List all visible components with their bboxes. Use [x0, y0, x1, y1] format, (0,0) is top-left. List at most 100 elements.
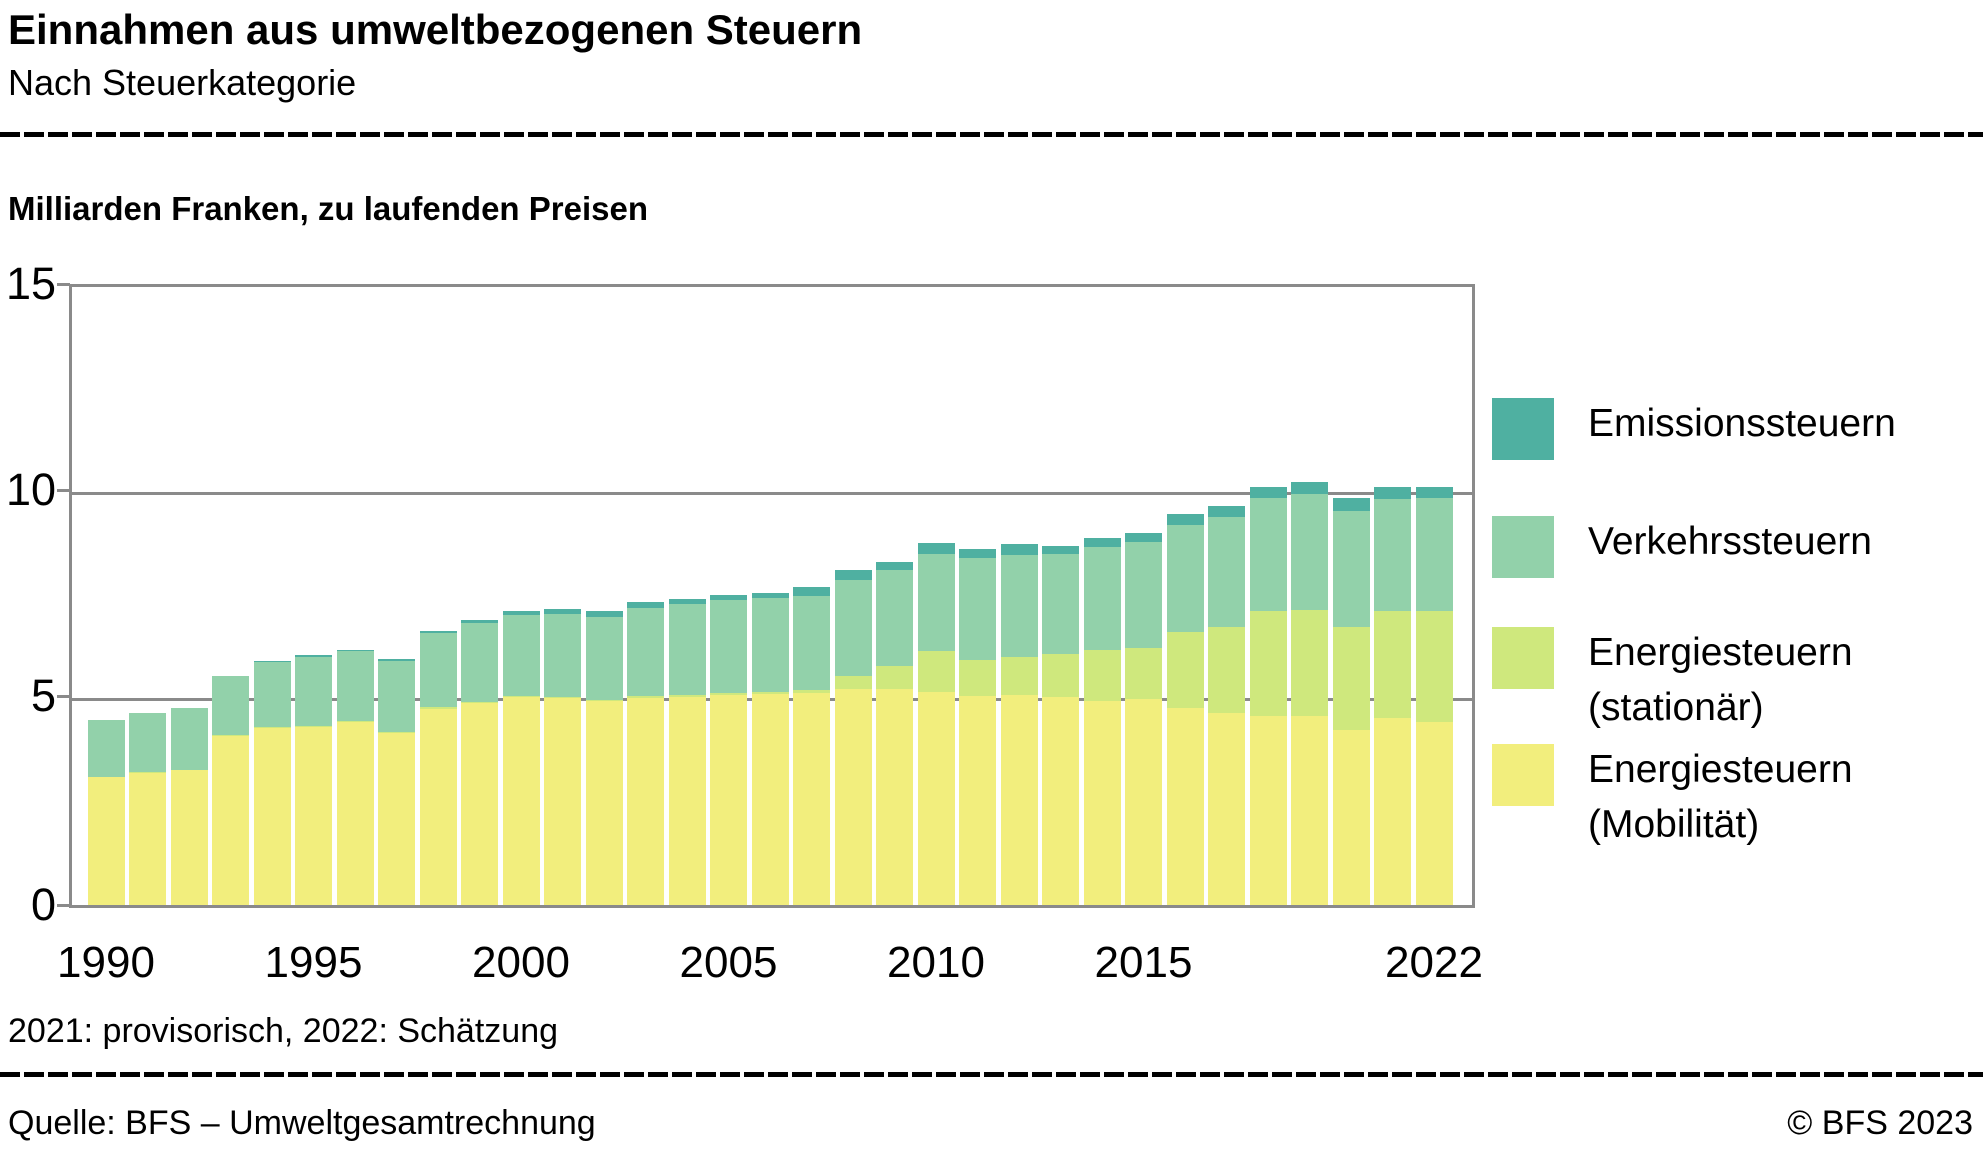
- source-text: Quelle: BFS – Umweltgesamtrechnung: [8, 1104, 596, 1142]
- segment-energiesteuern-mobilit-t: [751, 694, 789, 905]
- segment-verkehrssteuern: [1166, 524, 1204, 632]
- chart-plot-area: [69, 284, 1475, 908]
- segment-energiesteuern-mobilit-t: [170, 770, 208, 905]
- segment-verkehrssteuern: [502, 615, 540, 696]
- bar-1993: [212, 676, 249, 905]
- segment-energiesteuern-mobilit-t: [959, 695, 996, 905]
- segment-energiesteuern-mobilit-t: [668, 696, 706, 905]
- segment-verkehrssteuern: [627, 607, 664, 697]
- bar-2008: [834, 569, 872, 905]
- segment-energiesteuern-station-r: [336, 720, 374, 722]
- segment-energiesteuern-mobilit-t: [295, 726, 332, 905]
- segment-energiesteuern-mobilit-t: [1291, 715, 1328, 905]
- segment-verkehrssteuern: [378, 660, 415, 733]
- bar-1996: [336, 649, 374, 905]
- segment-emissionssteuern: [378, 659, 415, 661]
- page-title: Einnahmen aus umweltbezogenen Steuern: [8, 6, 863, 53]
- y-axis-label-15: 15: [5, 258, 56, 309]
- segment-verkehrssteuern: [295, 656, 332, 726]
- segment-emissionssteuern: [1249, 486, 1287, 498]
- segment-verkehrssteuern: [793, 596, 830, 690]
- segment-energiesteuern-station-r: [1374, 610, 1411, 718]
- segment-energiesteuern-mobilit-t: [378, 732, 415, 905]
- segment-verkehrssteuern: [959, 558, 996, 660]
- segment-verkehrssteuern: [170, 708, 208, 770]
- bar-2022: [1415, 487, 1453, 905]
- segment-energiesteuern-station-r: [793, 689, 830, 693]
- bar-1991: [129, 712, 166, 905]
- segment-energiesteuern-mobilit-t: [336, 721, 374, 905]
- y-axis-label-5: 5: [30, 670, 56, 721]
- segment-verkehrssteuern: [1249, 497, 1287, 611]
- segment-verkehrssteuern: [917, 553, 955, 651]
- segment-emissionssteuern: [295, 655, 332, 657]
- segment-emissionssteuern: [917, 542, 955, 554]
- legend-label-energiesteuern-mobilit-t: Energiesteuern (Mobilität): [1588, 748, 1853, 846]
- segment-energiesteuern-station-r: [295, 725, 332, 727]
- segment-emissionssteuern: [419, 631, 457, 634]
- bar-1994: [253, 660, 291, 905]
- segment-emissionssteuern: [253, 660, 291, 663]
- segment-energiesteuern-mobilit-t: [1125, 699, 1162, 905]
- bar-2021: [1374, 487, 1411, 905]
- segment-energiesteuern-mobilit-t: [1332, 729, 1370, 905]
- segment-energiesteuern-mobilit-t: [710, 694, 747, 905]
- segment-energiesteuern-mobilit-t: [502, 696, 540, 905]
- segment-energiesteuern-station-r: [1083, 650, 1121, 702]
- segment-energiesteuern-station-r: [1000, 657, 1038, 695]
- segment-verkehrssteuern: [1042, 554, 1079, 655]
- segment-energiesteuern-station-r: [1125, 647, 1162, 699]
- segment-energiesteuern-mobilit-t: [212, 736, 249, 905]
- segment-energiesteuern-station-r: [170, 769, 208, 771]
- bar-1990: [87, 719, 125, 905]
- segment-energiesteuern-station-r: [917, 650, 955, 692]
- segment-verkehrssteuern: [834, 579, 872, 676]
- segment-emissionssteuern: [1166, 514, 1204, 525]
- segment-energiesteuern-mobilit-t: [627, 697, 664, 905]
- segment-energiesteuern-mobilit-t: [876, 688, 913, 905]
- bar-2004: [668, 599, 706, 905]
- x-axis-label-1995: 1995: [264, 938, 363, 987]
- bar-2016: [1166, 514, 1204, 905]
- segment-energiesteuern-station-r: [461, 701, 498, 704]
- segment-emissionssteuern: [336, 649, 374, 652]
- segment-verkehrssteuern: [1000, 555, 1038, 658]
- legend-swatch-energiesteuern-mobilit-t: [1492, 744, 1554, 806]
- segment-energiesteuern-mobilit-t: [419, 708, 457, 905]
- segment-verkehrssteuern: [751, 598, 789, 693]
- segment-emissionssteuern: [959, 549, 996, 559]
- page-subtitle: Nach Steuerkategorie: [8, 62, 357, 103]
- segment-emissionssteuern: [1332, 498, 1370, 511]
- segment-emissionssteuern: [1000, 544, 1038, 556]
- bar-1995: [295, 655, 332, 905]
- bar-1998: [419, 631, 457, 905]
- segment-energiesteuern-station-r: [834, 675, 872, 689]
- segment-energiesteuern-station-r: [1042, 654, 1079, 697]
- segment-verkehrssteuern: [876, 570, 913, 666]
- bar-2012: [1000, 544, 1038, 905]
- segment-verkehrssteuern: [585, 616, 623, 700]
- segment-verkehrssteuern: [668, 604, 706, 695]
- bar-2017: [1208, 506, 1245, 905]
- segment-energiesteuern-mobilit-t: [1249, 716, 1287, 905]
- chart-footnote: 2021: provisorisch, 2022: Schätzung: [8, 1012, 559, 1050]
- segment-energiesteuern-station-r: [1166, 631, 1204, 708]
- segment-energiesteuern-station-r: [627, 696, 664, 698]
- header-divider: [0, 132, 1983, 137]
- segment-energiesteuern-station-r: [253, 727, 291, 728]
- segment-energiesteuern-station-r: [1332, 626, 1370, 730]
- segment-energiesteuern-station-r: [710, 693, 747, 695]
- segment-verkehrssteuern: [1374, 498, 1411, 611]
- bar-2015: [1125, 533, 1162, 905]
- segment-energiesteuern-station-r: [1415, 610, 1453, 722]
- bar-2002: [585, 610, 623, 905]
- segment-energiesteuern-station-r: [129, 772, 166, 774]
- bar-2006: [751, 592, 789, 905]
- segment-energiesteuern-mobilit-t: [129, 773, 166, 905]
- segment-verkehrssteuern: [212, 676, 249, 736]
- segment-verkehrssteuern: [336, 651, 374, 721]
- segment-energiesteuern-station-r: [87, 776, 125, 778]
- bar-1997: [378, 659, 415, 905]
- segment-emissionssteuern: [1208, 506, 1245, 517]
- bar-2009: [876, 562, 913, 905]
